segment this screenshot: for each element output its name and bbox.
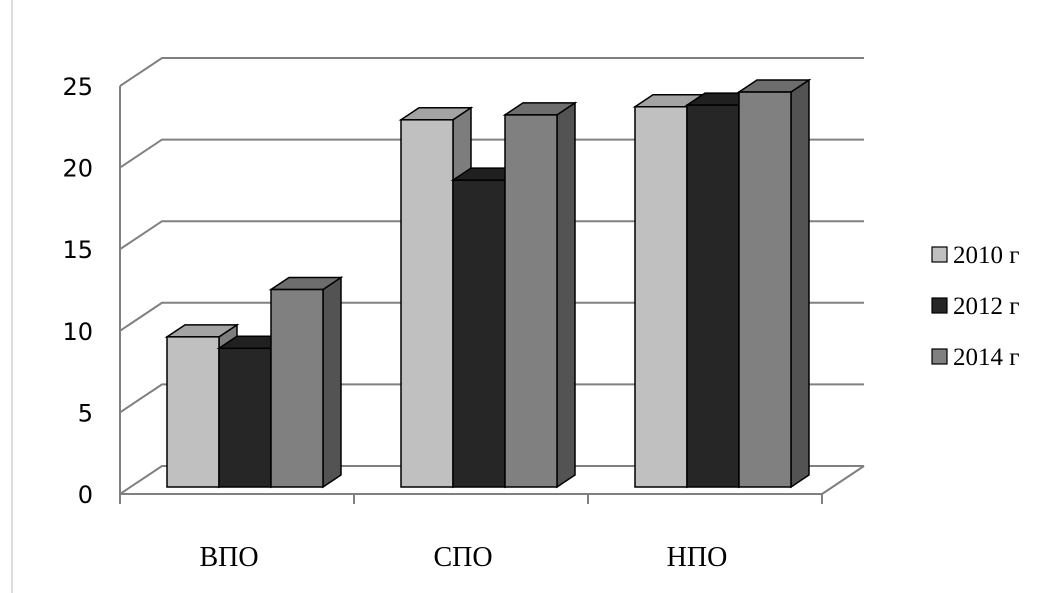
y-tick-label: 10 [62,318,93,346]
gridlines [119,57,864,495]
gridline [119,220,864,251]
bar-front [270,288,324,488]
y-tick-label: 15 [62,236,93,264]
bar-front [686,104,740,488]
bar-front [504,114,558,488]
bar-front [218,347,272,488]
gridline [119,383,864,414]
legend-item: 2012 г [931,293,1020,320]
bar [502,101,578,489]
gridline [119,301,864,332]
bar-front [400,119,454,488]
x-axis: ВПО СПО НПО [119,494,823,573]
legend-swatch [931,348,948,365]
legend-swatch [931,246,948,263]
y-axis-tick-labels: 0 5 10 15 20 25 [62,73,93,509]
bars [164,78,812,489]
legend-item: 2010 г [931,242,1020,269]
y-tick-label: 25 [62,73,93,101]
legend-item: 2014 г [931,344,1020,371]
y-tick-label: 20 [62,155,93,183]
floor-right-edge [821,465,865,495]
gridline [119,57,864,87]
x-tick-label: ВПО [199,542,258,573]
bar-side [322,276,342,489]
y-tick-label: 5 [78,399,93,427]
legend-swatch [931,297,948,314]
bar-side [556,101,576,489]
bar-front [738,91,792,488]
legend-label: 2010 г [953,242,1020,269]
bar-side [790,78,810,489]
x-tick-label: НПО [667,542,728,573]
bar-front [452,179,506,488]
bar [268,276,344,489]
x-tick-label: СПО [433,542,492,573]
bar-front [166,336,220,488]
legend-label: 2014 г [953,344,1020,371]
y-tick-label: 0 [78,481,93,509]
chart-walls [119,86,865,495]
legend: 2010 г 2012 г 2014 г [931,242,1020,371]
bar [736,78,812,489]
gridline [119,138,864,169]
legend-label: 2012 г [953,293,1020,320]
gridline [119,465,864,495]
bar-front [634,105,688,488]
